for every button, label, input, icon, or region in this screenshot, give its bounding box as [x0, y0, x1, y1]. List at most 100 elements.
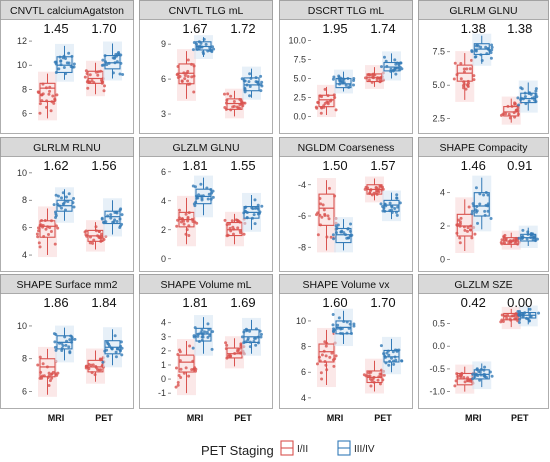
data-point [115, 347, 119, 351]
data-point [512, 238, 516, 242]
data-point [228, 354, 232, 358]
data-point [185, 71, 189, 75]
data-point [453, 384, 457, 388]
data-point [258, 329, 262, 333]
panel-strip [418, 0, 549, 20]
data-point [38, 245, 42, 249]
y-tick-label: -6 [298, 211, 306, 221]
data-point [67, 51, 71, 55]
panel: CNVTL TLG mL 3 6 9 1.67 1.72 [139, 0, 273, 134]
group-shade [472, 33, 492, 66]
data-point [242, 341, 246, 345]
data-point [54, 193, 58, 197]
data-point [348, 322, 352, 326]
data-point [517, 321, 521, 325]
data-point [369, 384, 373, 388]
data-point [242, 232, 246, 236]
data-point [392, 359, 396, 363]
data-point [238, 97, 242, 101]
data-point [99, 69, 103, 73]
data-point [479, 45, 483, 49]
data-point [242, 330, 246, 334]
data-point [466, 84, 470, 88]
data-point [42, 374, 46, 378]
data-point [490, 374, 494, 378]
data-point [195, 221, 199, 225]
data-point [243, 90, 247, 94]
data-point [38, 111, 42, 115]
p-value-label: 1.50 [322, 158, 347, 173]
data-point [490, 48, 494, 52]
data-point [67, 345, 71, 349]
y-tick-label: 4 [301, 393, 306, 403]
data-point [203, 330, 207, 334]
data-point [243, 88, 247, 92]
data-point [201, 50, 205, 54]
data-point [184, 366, 188, 370]
data-point [379, 184, 383, 188]
data-point [49, 109, 53, 113]
data-point [338, 78, 342, 82]
y-tick-label: 0 [440, 254, 445, 264]
data-point [192, 64, 196, 68]
data-point [57, 67, 61, 71]
p-value-label: 1.74 [370, 21, 395, 36]
data-point [370, 80, 374, 84]
data-point [469, 58, 473, 62]
data-point [256, 203, 260, 207]
data-point [72, 196, 76, 200]
data-point [323, 87, 327, 91]
data-point [64, 195, 68, 199]
data-point [475, 204, 479, 208]
y-tick-label: 6 [22, 109, 27, 119]
data-point [41, 82, 45, 86]
data-point [222, 92, 226, 96]
x-tick-label: PET [374, 413, 392, 423]
data-point [347, 326, 351, 330]
y-tick-label: 10.0 [288, 35, 306, 45]
data-point [197, 193, 201, 197]
data-point [119, 53, 123, 57]
y-tick-label: 10 [17, 60, 27, 70]
data-point [186, 58, 190, 62]
data-point [59, 59, 63, 63]
data-point [363, 187, 367, 191]
data-point [364, 374, 368, 378]
data-point [253, 222, 257, 226]
data-point [178, 350, 182, 354]
data-point [56, 226, 60, 230]
legend-label: I/II [297, 444, 308, 455]
data-point [211, 45, 215, 49]
data-point [36, 363, 40, 367]
data-point [371, 377, 375, 381]
data-point [379, 65, 383, 69]
data-point [59, 196, 63, 200]
data-point [521, 228, 525, 232]
data-point [100, 364, 104, 368]
data-point [207, 192, 211, 196]
y-tick-label: -1.0 [429, 387, 445, 397]
data-point [490, 45, 494, 49]
data-point [368, 189, 372, 193]
p-value-label: 1.67 [182, 21, 207, 36]
data-point [467, 205, 471, 209]
data-point [328, 355, 332, 359]
panel-strip [0, 274, 134, 294]
data-point [375, 186, 379, 190]
data-point [91, 363, 95, 367]
data-point [94, 225, 98, 229]
data-point [396, 205, 400, 209]
data-point [47, 384, 51, 388]
y-tick-label: 8 [22, 84, 27, 94]
data-point [320, 377, 324, 381]
data-point [41, 92, 45, 96]
p-value-label: 1.70 [91, 21, 116, 36]
data-point [478, 378, 482, 382]
data-point [90, 371, 94, 375]
data-point [192, 40, 196, 44]
data-point [225, 223, 229, 227]
data-point [192, 334, 196, 338]
data-point [179, 220, 183, 224]
y-tick-label: 3 [161, 109, 166, 119]
data-point [208, 46, 212, 50]
